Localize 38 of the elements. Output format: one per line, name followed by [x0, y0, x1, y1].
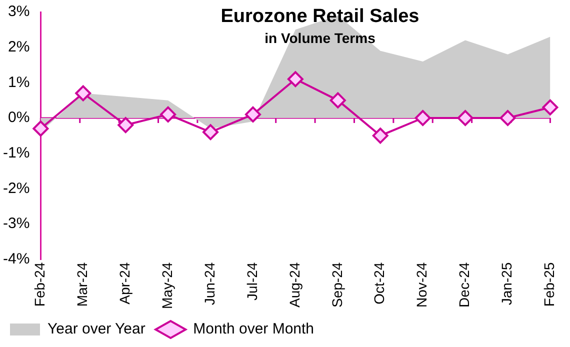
point: [160, 106, 176, 122]
x-tick-label: Mar-24: [74, 262, 90, 307]
x-tick-label: Jan-25: [498, 262, 515, 306]
chart-title: Eurozone Retail Sales: [220, 6, 420, 28]
x-tick-label: May-24: [158, 262, 175, 310]
legend-label: Month over Month: [193, 320, 314, 338]
y-tick-label: 0%: [8, 109, 30, 126]
text: in Volume Terms: [264, 29, 376, 48]
y-tick-label: -2%: [2, 180, 30, 197]
x-tick-label: Jul-24: [244, 262, 260, 300]
point: [75, 85, 92, 102]
point: [542, 99, 558, 116]
point: [457, 110, 474, 126]
point: [372, 128, 388, 144]
point: [118, 117, 134, 134]
legend-label: Year over Year: [48, 320, 146, 338]
x-tick-label: Apr-24: [116, 262, 132, 304]
x-tick-label: Sep-24: [328, 262, 345, 308]
x-tick-label: Feb-24: [32, 262, 48, 307]
y-tick-label: 3%: [8, 3, 30, 20]
point: [414, 110, 431, 126]
x-tick-label: Nov-24: [414, 262, 430, 308]
point: [202, 124, 219, 140]
x-tick-label: Oct-24: [371, 262, 388, 304]
x-tick-label: Feb-25: [541, 262, 558, 307]
point: [244, 106, 261, 122]
x-tick-label: Dec-24: [456, 262, 472, 308]
point: [287, 71, 304, 88]
y-tick-label: 1%: [8, 74, 30, 91]
x-tick-label: Aug-24: [286, 262, 302, 308]
y-tick-label: -3%: [2, 215, 30, 232]
point: [500, 110, 516, 126]
point: [32, 120, 49, 137]
x-tick-label: Jun-24: [201, 262, 218, 306]
y-tick-label: -4%: [2, 250, 30, 268]
y-tick-label: 2%: [8, 38, 30, 56]
point: [330, 92, 346, 108]
y-tick-label: -1%: [2, 144, 30, 162]
